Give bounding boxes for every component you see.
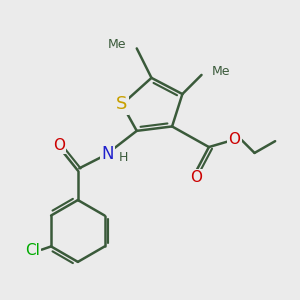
Text: Me: Me <box>108 38 126 50</box>
Text: O: O <box>53 138 65 153</box>
Text: O: O <box>190 170 202 185</box>
Text: S: S <box>116 95 128 113</box>
Text: Cl: Cl <box>26 243 40 258</box>
Text: Me: Me <box>212 65 230 79</box>
Text: O: O <box>229 132 241 147</box>
Text: H: H <box>118 152 128 164</box>
Text: N: N <box>101 146 114 164</box>
